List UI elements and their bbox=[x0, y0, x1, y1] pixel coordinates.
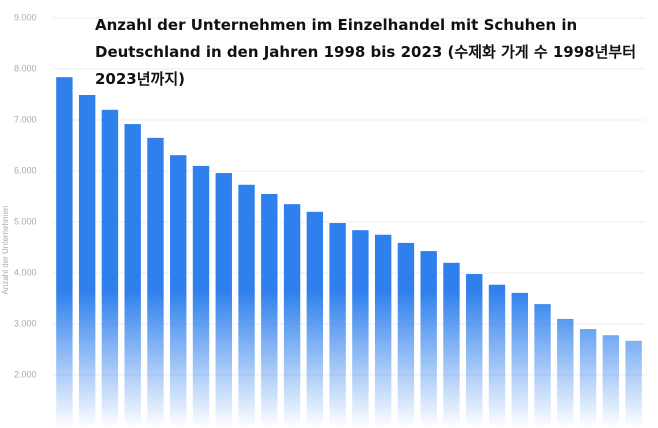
bar bbox=[329, 223, 346, 426]
bar bbox=[625, 340, 642, 426]
bar bbox=[192, 165, 210, 426]
bar bbox=[534, 304, 551, 426]
bar bbox=[352, 230, 369, 426]
y-tick-label: 2.000 bbox=[14, 369, 37, 379]
y-tick-label: 9.000 bbox=[14, 12, 37, 22]
bar bbox=[124, 124, 141, 426]
y-tick-label: 4.000 bbox=[14, 267, 37, 277]
bar bbox=[170, 155, 187, 426]
bar bbox=[101, 109, 119, 427]
y-tick-label: 7.000 bbox=[14, 114, 37, 124]
y-tick-label: 3.000 bbox=[14, 318, 37, 328]
y-tick-label: 6.000 bbox=[14, 165, 37, 175]
bar bbox=[579, 329, 597, 426]
y-tick-label: 5.000 bbox=[14, 216, 37, 226]
bar bbox=[511, 292, 528, 426]
bar bbox=[466, 274, 483, 426]
bar bbox=[283, 204, 301, 426]
bar bbox=[147, 137, 164, 426]
chart-title: Anzahl der Unternehmen im Einzelhandel m… bbox=[95, 16, 637, 88]
y-tick-label: 8.000 bbox=[14, 63, 37, 73]
y-axis-label: Anzahl der Unternehmen bbox=[1, 206, 10, 295]
bar bbox=[56, 77, 73, 426]
bar bbox=[443, 262, 460, 426]
bar bbox=[488, 284, 506, 426]
bar bbox=[557, 318, 574, 426]
bar bbox=[602, 335, 620, 426]
bar bbox=[397, 242, 415, 426]
bar bbox=[374, 234, 392, 426]
bar bbox=[215, 173, 232, 426]
bar bbox=[78, 95, 96, 426]
bar bbox=[420, 251, 437, 426]
bar bbox=[261, 193, 278, 426]
bar bbox=[238, 184, 255, 426]
bar bbox=[306, 211, 324, 426]
